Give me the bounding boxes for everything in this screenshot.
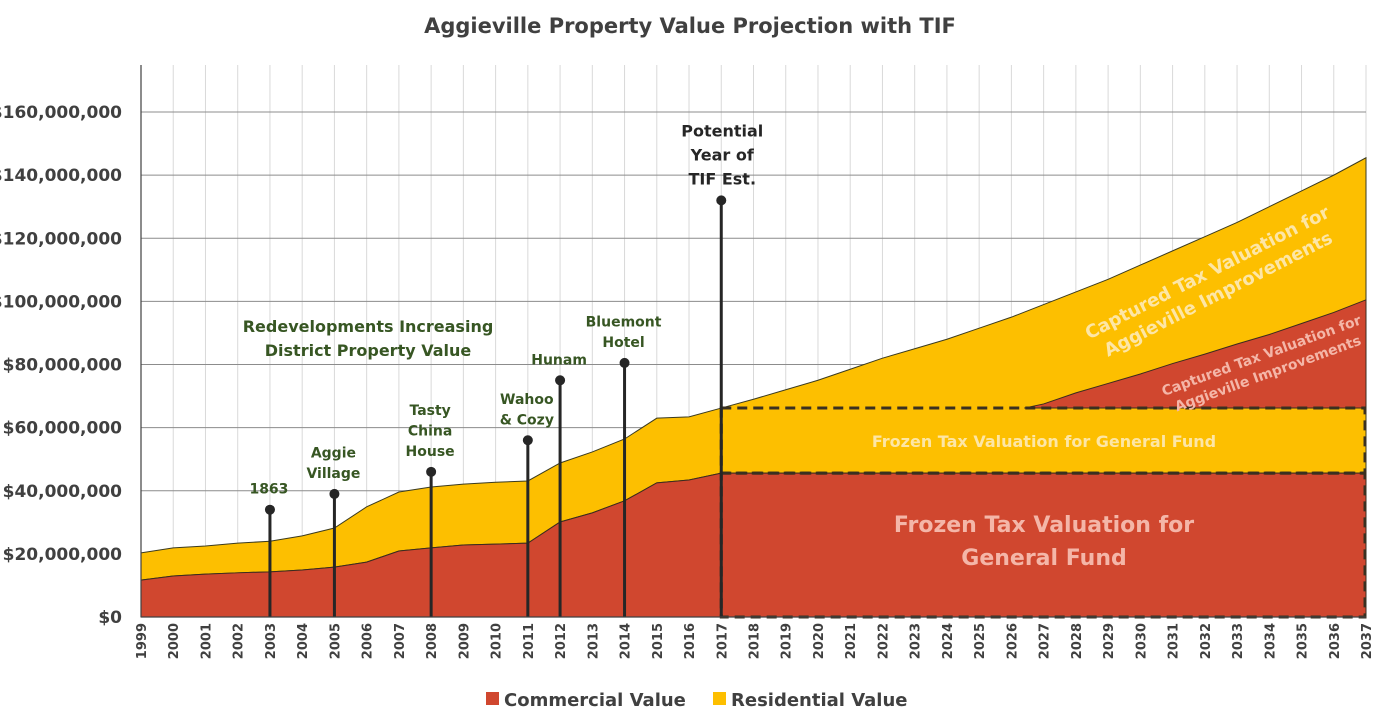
- x-tick-label: 2017: [715, 623, 730, 659]
- frozen-commercial-label: Frozen Tax Valuation for: [894, 513, 1194, 538]
- x-tick-label: 2014: [619, 623, 634, 659]
- annotation-label: 1863: [249, 482, 288, 498]
- legend: Commercial Value Residential Value: [486, 690, 908, 711]
- x-tick-label: 2013: [586, 623, 601, 659]
- x-tick-label: 2033: [1231, 623, 1246, 659]
- x-tick-label: 2029: [1102, 623, 1117, 659]
- annotation-label: Potential: [681, 121, 763, 140]
- x-tick-label: 2015: [651, 623, 666, 659]
- frozen-residential-label: Frozen Tax Valuation for General Fund: [872, 432, 1216, 451]
- chart-title: Aggieville Property Value Projection wit…: [424, 14, 956, 38]
- x-tick-label: 2031: [1167, 623, 1182, 659]
- captured-commercial-area: [1024, 299, 1367, 409]
- x-tick-label: 2001: [199, 623, 214, 659]
- x-tick-label: 2009: [457, 623, 472, 659]
- y-tick-label: $20,000,000: [3, 545, 123, 565]
- y-tick-label: $160,000,000: [0, 103, 122, 123]
- x-tick-label: 2000: [167, 623, 182, 659]
- redevelopments-label: District Property Value: [265, 341, 472, 360]
- x-tick-label: 2008: [425, 623, 440, 659]
- x-tick-label: 2023: [909, 623, 924, 659]
- frozen-commercial-label: General Fund: [961, 546, 1126, 571]
- x-tick-label: 2021: [844, 623, 859, 659]
- annotation-pin-dot: [555, 375, 566, 386]
- annotation-pin-dot: [426, 466, 437, 477]
- x-tick-label: 2036: [1328, 623, 1343, 659]
- annotation-label: Wahoo: [500, 392, 554, 408]
- annotation-pin-dot: [264, 504, 275, 515]
- x-tick-label: 2025: [973, 623, 988, 659]
- x-tick-label: 1999: [135, 623, 150, 659]
- annotation-pin-dot: [329, 488, 340, 499]
- annotation-label: TIF Est.: [688, 169, 756, 188]
- legend-label-residential: Residential Value: [731, 690, 908, 711]
- x-tick-label: 2028: [1070, 623, 1085, 659]
- x-tick-label: 2022: [876, 623, 891, 659]
- x-tick-label: 2032: [1199, 623, 1214, 659]
- y-tick-label: $140,000,000: [0, 166, 122, 186]
- x-tick-label: 2034: [1263, 623, 1278, 659]
- x-tick-label: 2011: [522, 623, 537, 659]
- x-tick-label: 2016: [683, 623, 698, 659]
- redevelopments-label: Redevelopments Increasing: [243, 317, 494, 336]
- legend-label-commercial: Commercial Value: [504, 690, 686, 711]
- annotation-pin-dot: [522, 435, 533, 446]
- annotation-label: China: [408, 423, 452, 439]
- annotation-pin-dot: [716, 195, 727, 206]
- annotation-label: House: [406, 444, 455, 460]
- y-tick-label: $80,000,000: [3, 356, 123, 376]
- annotation-label: Hunam: [531, 352, 587, 368]
- x-tick-label: 2003: [264, 623, 279, 659]
- x-tick-label: 2037: [1360, 623, 1375, 659]
- x-tick-label: 2026: [1005, 623, 1020, 659]
- y-tick-label: $100,000,000: [0, 292, 122, 312]
- x-tick-label: 2024: [941, 623, 956, 659]
- annotation-label: Bluemont: [586, 314, 662, 330]
- annotation-label: Tasty: [409, 403, 450, 419]
- y-tick-label: $40,000,000: [3, 482, 123, 502]
- x-tick-label: 2020: [812, 623, 827, 659]
- y-tick-label: $60,000,000: [3, 419, 123, 439]
- annotation-label: Hotel: [602, 335, 644, 351]
- x-tick-label: 2019: [780, 623, 795, 659]
- x-tick-label: 2012: [554, 623, 569, 659]
- x-tick-label: 2010: [490, 623, 505, 659]
- annotation-label: & Cozy: [500, 412, 554, 428]
- x-tick-label: 2006: [361, 623, 376, 659]
- x-tick-label: 2030: [1134, 623, 1149, 659]
- legend-swatch-commercial: [486, 692, 499, 705]
- y-tick-label: $120,000,000: [0, 229, 122, 249]
- y-tick-label: $0: [98, 608, 122, 628]
- annotation-label: Year of: [690, 145, 755, 164]
- x-tick-label: 2002: [232, 623, 247, 659]
- x-tick-label: 2007: [393, 623, 408, 659]
- annotation-label: Aggie: [311, 445, 356, 461]
- x-tick-label: 2004: [296, 623, 311, 659]
- x-tick-label: 2018: [748, 623, 763, 659]
- x-tick-label: 2005: [328, 623, 343, 659]
- x-tick-label: 2027: [1038, 623, 1053, 659]
- legend-swatch-residential: [713, 692, 726, 705]
- annotation-pin-dot: [619, 357, 630, 368]
- x-tick-label: 2035: [1296, 623, 1311, 659]
- annotation-label: Village: [306, 466, 360, 482]
